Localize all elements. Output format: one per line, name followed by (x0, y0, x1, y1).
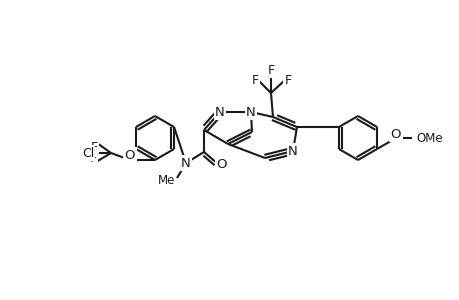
Text: N: N (246, 106, 255, 118)
Text: N: N (215, 106, 224, 118)
Text: N: N (181, 157, 190, 169)
Text: F: F (251, 74, 258, 86)
Text: O: O (390, 128, 400, 140)
Text: O: O (124, 148, 135, 161)
Text: O: O (216, 158, 227, 170)
Text: F: F (89, 152, 96, 164)
Text: N: N (287, 145, 297, 158)
Text: Me: Me (157, 173, 174, 187)
Text: OMe: OMe (415, 131, 442, 145)
Text: Cl: Cl (82, 146, 94, 160)
Text: F: F (267, 64, 274, 76)
Text: F: F (90, 140, 97, 154)
Text: F: F (284, 74, 291, 86)
